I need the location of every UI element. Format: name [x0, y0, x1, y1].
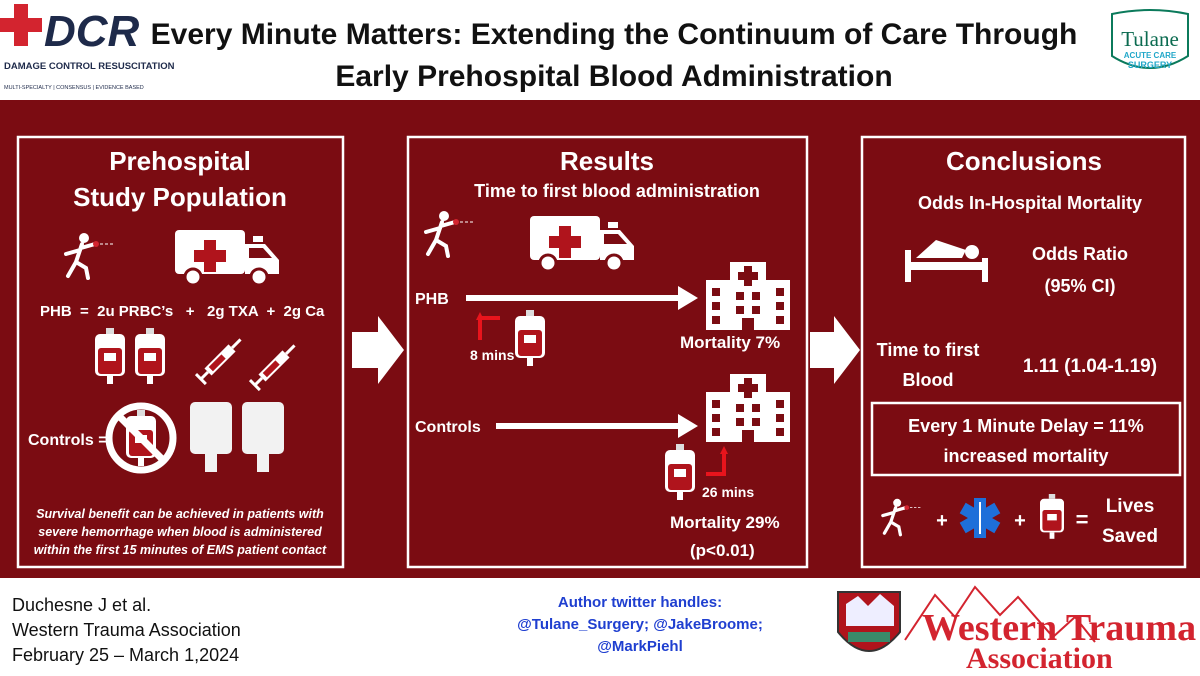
flow-arrow: [810, 316, 860, 384]
blood-bag: [515, 310, 545, 366]
twitter-line: @Tulane_Surgery; @JakeBroome;: [517, 616, 763, 633]
panel-subtitle: Odds In-Hospital Mortality: [918, 193, 1142, 213]
panel-title: Results: [560, 146, 654, 176]
tulane-name: Tulane: [1121, 27, 1179, 51]
result-line: Lives: [1106, 496, 1155, 517]
logo-name: DAMAGE CONTROL RESUSCITATION: [4, 61, 175, 72]
phb-definition: PHB = 2u PRBC’s + 2g TXA + 2g Ca: [40, 303, 325, 320]
blood-bag: [135, 328, 165, 384]
timeline-arrowhead: [678, 414, 698, 438]
no-blood-icon: [105, 402, 177, 474]
wta-badge: [837, 591, 901, 652]
panel-title: Conclusions: [946, 146, 1102, 176]
panel-title: Prehospital: [109, 146, 251, 176]
flow-arrow: [352, 316, 404, 384]
result-line: Saved: [1102, 526, 1158, 547]
controls-label: Controls =: [28, 432, 108, 449]
time-marker: [706, 452, 726, 476]
star-of-life: [959, 498, 1001, 538]
callout-line: increased mortality: [943, 446, 1108, 466]
time-marker: [476, 312, 484, 320]
column-header: Odds Ratio: [1032, 244, 1128, 264]
panel-subtitle: Time to first blood administration: [474, 181, 760, 201]
tulane-division: ACUTE CARE: [1124, 51, 1177, 60]
title-line: Every Minute Matters: Extending the Cont…: [151, 18, 1078, 51]
tulane-division: SURGERY: [1128, 60, 1172, 70]
twitter-line: Author twitter handles:: [558, 594, 722, 611]
row-value: 1.11 (1.04-1.19): [1023, 356, 1157, 377]
logo-tagline: MULTI-SPECIALTY | CONSENSUS | EVIDENCE B…: [4, 85, 144, 91]
wta-name: Association: [966, 642, 1113, 675]
title-line: Early Prehospital Blood Administration: [335, 60, 892, 93]
blood-bag: [665, 444, 695, 500]
phb-mortality: Mortality 7%: [680, 333, 780, 352]
phb-time: 8 mins: [470, 347, 515, 363]
note-line: within the first 15 minutes of EMS patie…: [34, 543, 327, 557]
timeline-arrowhead: [678, 286, 698, 310]
equals: =: [1076, 507, 1089, 532]
column-header: (95% CI): [1044, 276, 1115, 296]
callout-box: [870, 401, 1182, 477]
dcr-logo: DCR DAMAGE CONTROL RESUSCITATION MULTI-S…: [0, 4, 175, 91]
callout-line: Every 1 Minute Delay = 11%: [908, 416, 1144, 436]
blood-bag: [95, 328, 125, 384]
p-value: (p<0.01): [690, 541, 755, 560]
panel-results: [406, 135, 809, 569]
controls-time: 26 mins: [702, 484, 754, 500]
panel-population: [16, 135, 345, 569]
note-line: severe hemorrhage when blood is administ…: [38, 525, 322, 539]
note-line: Survival benefit can be achieved in pati…: [36, 507, 324, 521]
controls-mortality: Mortality 29%: [670, 513, 780, 532]
row-label: Time to first: [877, 340, 980, 360]
phb-label: PHB: [415, 291, 449, 308]
blood-bag: [1040, 494, 1064, 539]
wta-name: Western Trauma: [922, 607, 1196, 649]
tulane-logo: Tulane ACUTE CARE SURGERY: [1111, 9, 1189, 70]
wta-mountains: [904, 585, 1096, 643]
citation-line: Western Trauma Association: [12, 620, 241, 640]
plus: +: [936, 510, 948, 532]
logo-mark: DCR: [44, 7, 140, 56]
time-marker: [720, 446, 728, 454]
header-bg: [0, 0, 1200, 100]
row-label: Blood: [903, 370, 954, 390]
twitter-line: @MarkPiehl: [597, 638, 683, 655]
saline-bags: [190, 402, 284, 472]
body-bg: [0, 100, 1200, 578]
plus: +: [1014, 510, 1026, 532]
panel-title: Study Population: [73, 182, 287, 212]
bed-icon: [905, 240, 988, 282]
panel-conclusions: [860, 135, 1187, 569]
citation-line: February 25 – March 1,2024: [12, 645, 239, 665]
controls-label: Controls: [415, 419, 481, 436]
citation-line: Duchesne J et al.: [12, 595, 151, 615]
